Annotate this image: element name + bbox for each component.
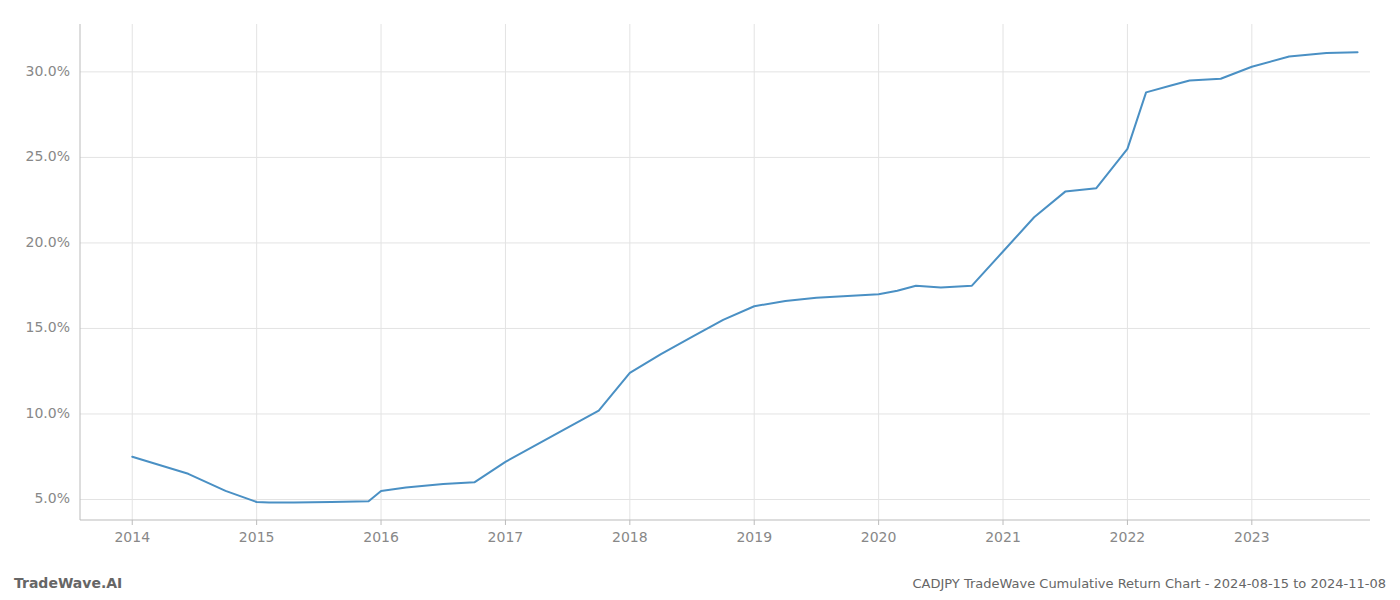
x-grid-line: [629, 24, 630, 520]
x-tick-mark: [1003, 520, 1004, 525]
x-tick-label: 2015: [239, 529, 275, 545]
title: CADJPY TradeWave Cumulative Return Chart…: [912, 576, 1386, 591]
x-grid-line: [256, 24, 257, 520]
x-tick-label: 2018: [612, 529, 648, 545]
x-grid-line: [754, 24, 755, 520]
x-tick-mark: [381, 520, 382, 525]
y-grid-line: [80, 71, 1370, 72]
x-tick-mark: [629, 520, 630, 525]
plot-area: [132, 52, 1357, 502]
x-tick-mark: [1127, 520, 1128, 525]
x-tick-mark: [505, 520, 506, 525]
x-tick-label: 2017: [488, 529, 524, 545]
x-grid-line: [1003, 24, 1004, 520]
axes: 5.0% 10.0% 15.0% 20.0% 25.0% 30.0% 2014 2015 201…: [26, 24, 1370, 545]
x-tick-label: 2021: [985, 529, 1021, 545]
x-tick-mark: [1251, 520, 1252, 525]
x-grid-line: [381, 24, 382, 520]
x-grid-line: [1251, 24, 1252, 520]
y-grid-line: [80, 157, 1370, 158]
x-tick-label: 2022: [1110, 529, 1146, 545]
y-tick-label: 15.0%: [26, 319, 70, 335]
x-tick-label: 2016: [363, 529, 399, 545]
x-tick-mark: [132, 520, 133, 525]
chart: 5.0% 10.0% 15.0% 20.0% 25.0% 30.0% 2014 2015 201…: [0, 0, 1400, 600]
y-grid-line: [80, 242, 1370, 243]
x-tick-mark: [878, 520, 879, 525]
x-axis-line: [80, 520, 1370, 521]
y-tick-label: 5.0%: [34, 490, 70, 506]
x-grid-line: [1127, 24, 1128, 520]
y-tick-label: 30.0%: [26, 63, 70, 79]
x-tick-label: 2019: [736, 529, 772, 545]
x-grid-line: [878, 24, 879, 520]
y-grid-line: [80, 413, 1370, 414]
y-axis-line: [80, 24, 81, 520]
x-tick-label: 2014: [114, 529, 150, 545]
y-tick-label: 10.0%: [26, 405, 70, 421]
watermark: TradeWave.AI: [14, 575, 122, 591]
x-tick-mark: [754, 520, 755, 525]
x-grid-line: [132, 24, 133, 520]
x-grid-line: [505, 24, 506, 520]
grid: [80, 24, 1370, 520]
x-tick-label: 2023: [1234, 529, 1270, 545]
data-line: [132, 52, 1357, 502]
x-tick-label: 2020: [861, 529, 897, 545]
y-grid-line: [80, 328, 1370, 329]
x-tick-mark: [256, 520, 257, 525]
y-tick-label: 25.0%: [26, 148, 70, 164]
background: [0, 0, 1400, 600]
y-tick-label: 20.0%: [26, 234, 70, 250]
y-grid-line: [80, 499, 1370, 500]
